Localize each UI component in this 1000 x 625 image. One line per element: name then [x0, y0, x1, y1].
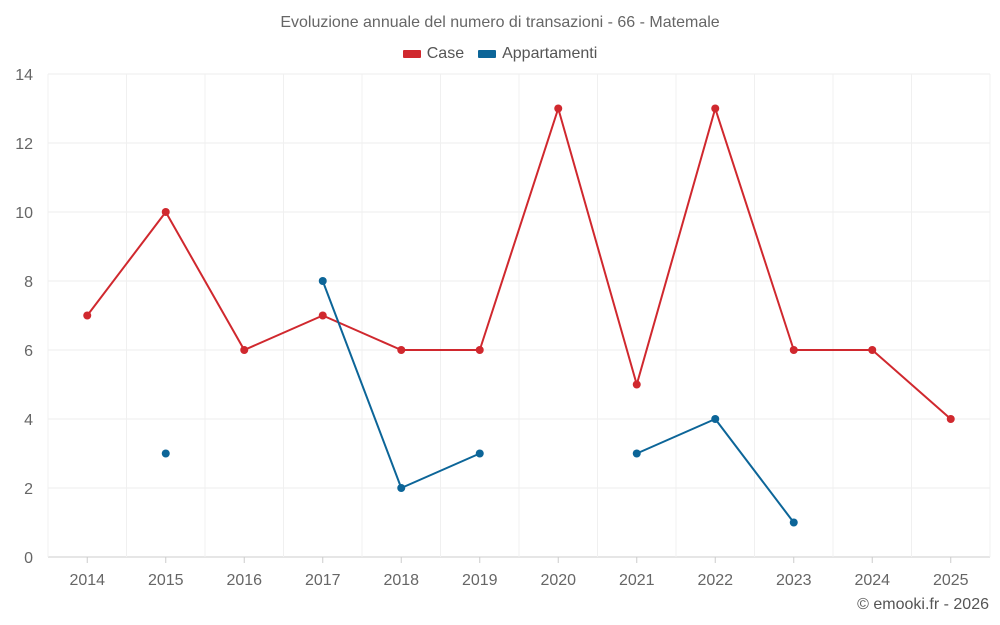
data-point-case [554, 104, 563, 113]
data-point-appartamenti [318, 277, 327, 285]
series-line-appartamenti [636, 418, 795, 524]
y-tick-label: 12 [15, 136, 33, 153]
x-tick-label: 2017 [305, 572, 341, 589]
x-tick-label: 2024 [854, 572, 890, 589]
legend-item-appartamenti[interactable]: Appartamenti [478, 45, 597, 63]
chart-title: Evoluzione annuale del numero di transaz… [280, 14, 720, 31]
data-point-case [83, 311, 92, 320]
legend-label-appartamenti: Appartamenti [502, 45, 598, 62]
y-tick-label: 10 [15, 205, 33, 222]
y-tick-label: 8 [24, 274, 33, 291]
data-point-case [789, 346, 798, 354]
data-point-case [475, 346, 484, 354]
x-tick-label: 2014 [69, 572, 105, 589]
data-point-case [946, 415, 955, 423]
data-point-appartamenti [397, 484, 406, 492]
grid [47, 73, 991, 558]
data-point-case [868, 346, 877, 354]
x-tick-label: 2021 [619, 572, 655, 589]
x-tick-label: 2022 [697, 572, 733, 589]
data-point-appartamenti [161, 449, 170, 458]
data-point-case [240, 346, 249, 354]
x-tick-label: 2019 [462, 572, 498, 589]
axes: 0 2 4 6 8 10 12 14 2014 2015 2016 2017 2018 2019 2020 2… [15, 67, 968, 589]
legend: Case Appartamenti [0, 45, 1000, 63]
data-point-appartamenti [632, 449, 641, 458]
credit: © emooki.fr - 2026 [857, 596, 989, 613]
series-line-case [86, 107, 952, 420]
data-point-appartamenti [475, 449, 484, 458]
series-line-appartamenti [321, 280, 481, 489]
data-point-appartamenti [711, 415, 720, 423]
series [83, 104, 955, 527]
data-point-appartamenti [789, 518, 798, 527]
data-point-case [711, 104, 720, 113]
y-tick-label: 6 [24, 343, 33, 360]
legend-item-case[interactable]: Case [402, 45, 465, 63]
x-tick-label: 2023 [776, 572, 812, 589]
data-point-case [397, 346, 406, 354]
legend-label-case: Case [426, 45, 465, 62]
data-point-case [161, 208, 170, 216]
data-point-case [318, 311, 327, 320]
y-tick-label: 2 [24, 481, 33, 498]
data-point-case [632, 380, 641, 389]
x-tick-label: 2018 [383, 572, 419, 589]
x-tick-label: 2025 [933, 572, 969, 589]
x-tick-label: 2016 [226, 572, 262, 589]
y-tick-label: 0 [24, 550, 33, 567]
legend-swatch-case [402, 50, 421, 58]
x-tick-label: 2015 [148, 572, 184, 589]
legend-swatch-appartamenti [478, 50, 497, 58]
x-tick-label: 2020 [540, 572, 576, 589]
y-tick-label: 14 [15, 67, 33, 84]
y-tick-label: 4 [24, 412, 33, 429]
